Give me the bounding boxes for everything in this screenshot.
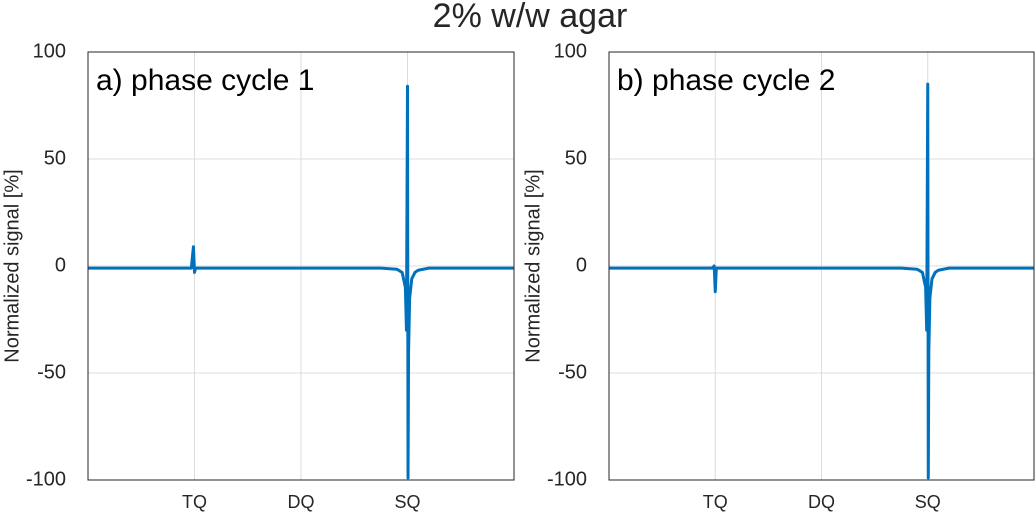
x-tick-label: DQ (288, 492, 315, 512)
y-tick-label: 50 (565, 147, 587, 169)
x-tick-label: SQ (915, 492, 941, 512)
panel-label: b) phase cycle 2 (617, 64, 835, 97)
y-tick-label: 100 (33, 40, 66, 62)
y-tick-label: -50 (37, 361, 66, 383)
signal-line (88, 84, 514, 480)
y-tick-label: 100 (554, 40, 587, 62)
figure-title: 2% w/w agar (433, 0, 628, 35)
plot-frame (87, 51, 515, 481)
signal-line (609, 82, 1034, 480)
plot-frame (608, 51, 1035, 481)
y-axis-label: Normalized signal [%] (1, 169, 23, 362)
y-tick-label: -100 (547, 468, 587, 490)
x-tick-label: DQ (808, 492, 835, 512)
y-tick-label: -50 (558, 361, 587, 383)
x-tick-label: TQ (703, 492, 728, 512)
panel-label: a) phase cycle 1 (96, 64, 314, 97)
y-tick-label: 50 (44, 147, 66, 169)
x-tick-label: SQ (394, 492, 420, 512)
y-tick-label: 0 (55, 254, 66, 276)
y-tick-label: 0 (576, 254, 587, 276)
x-tick-label: TQ (182, 492, 207, 512)
y-axis-label: Normalized signal [%] (522, 169, 544, 362)
y-tick-label: -100 (26, 468, 66, 490)
